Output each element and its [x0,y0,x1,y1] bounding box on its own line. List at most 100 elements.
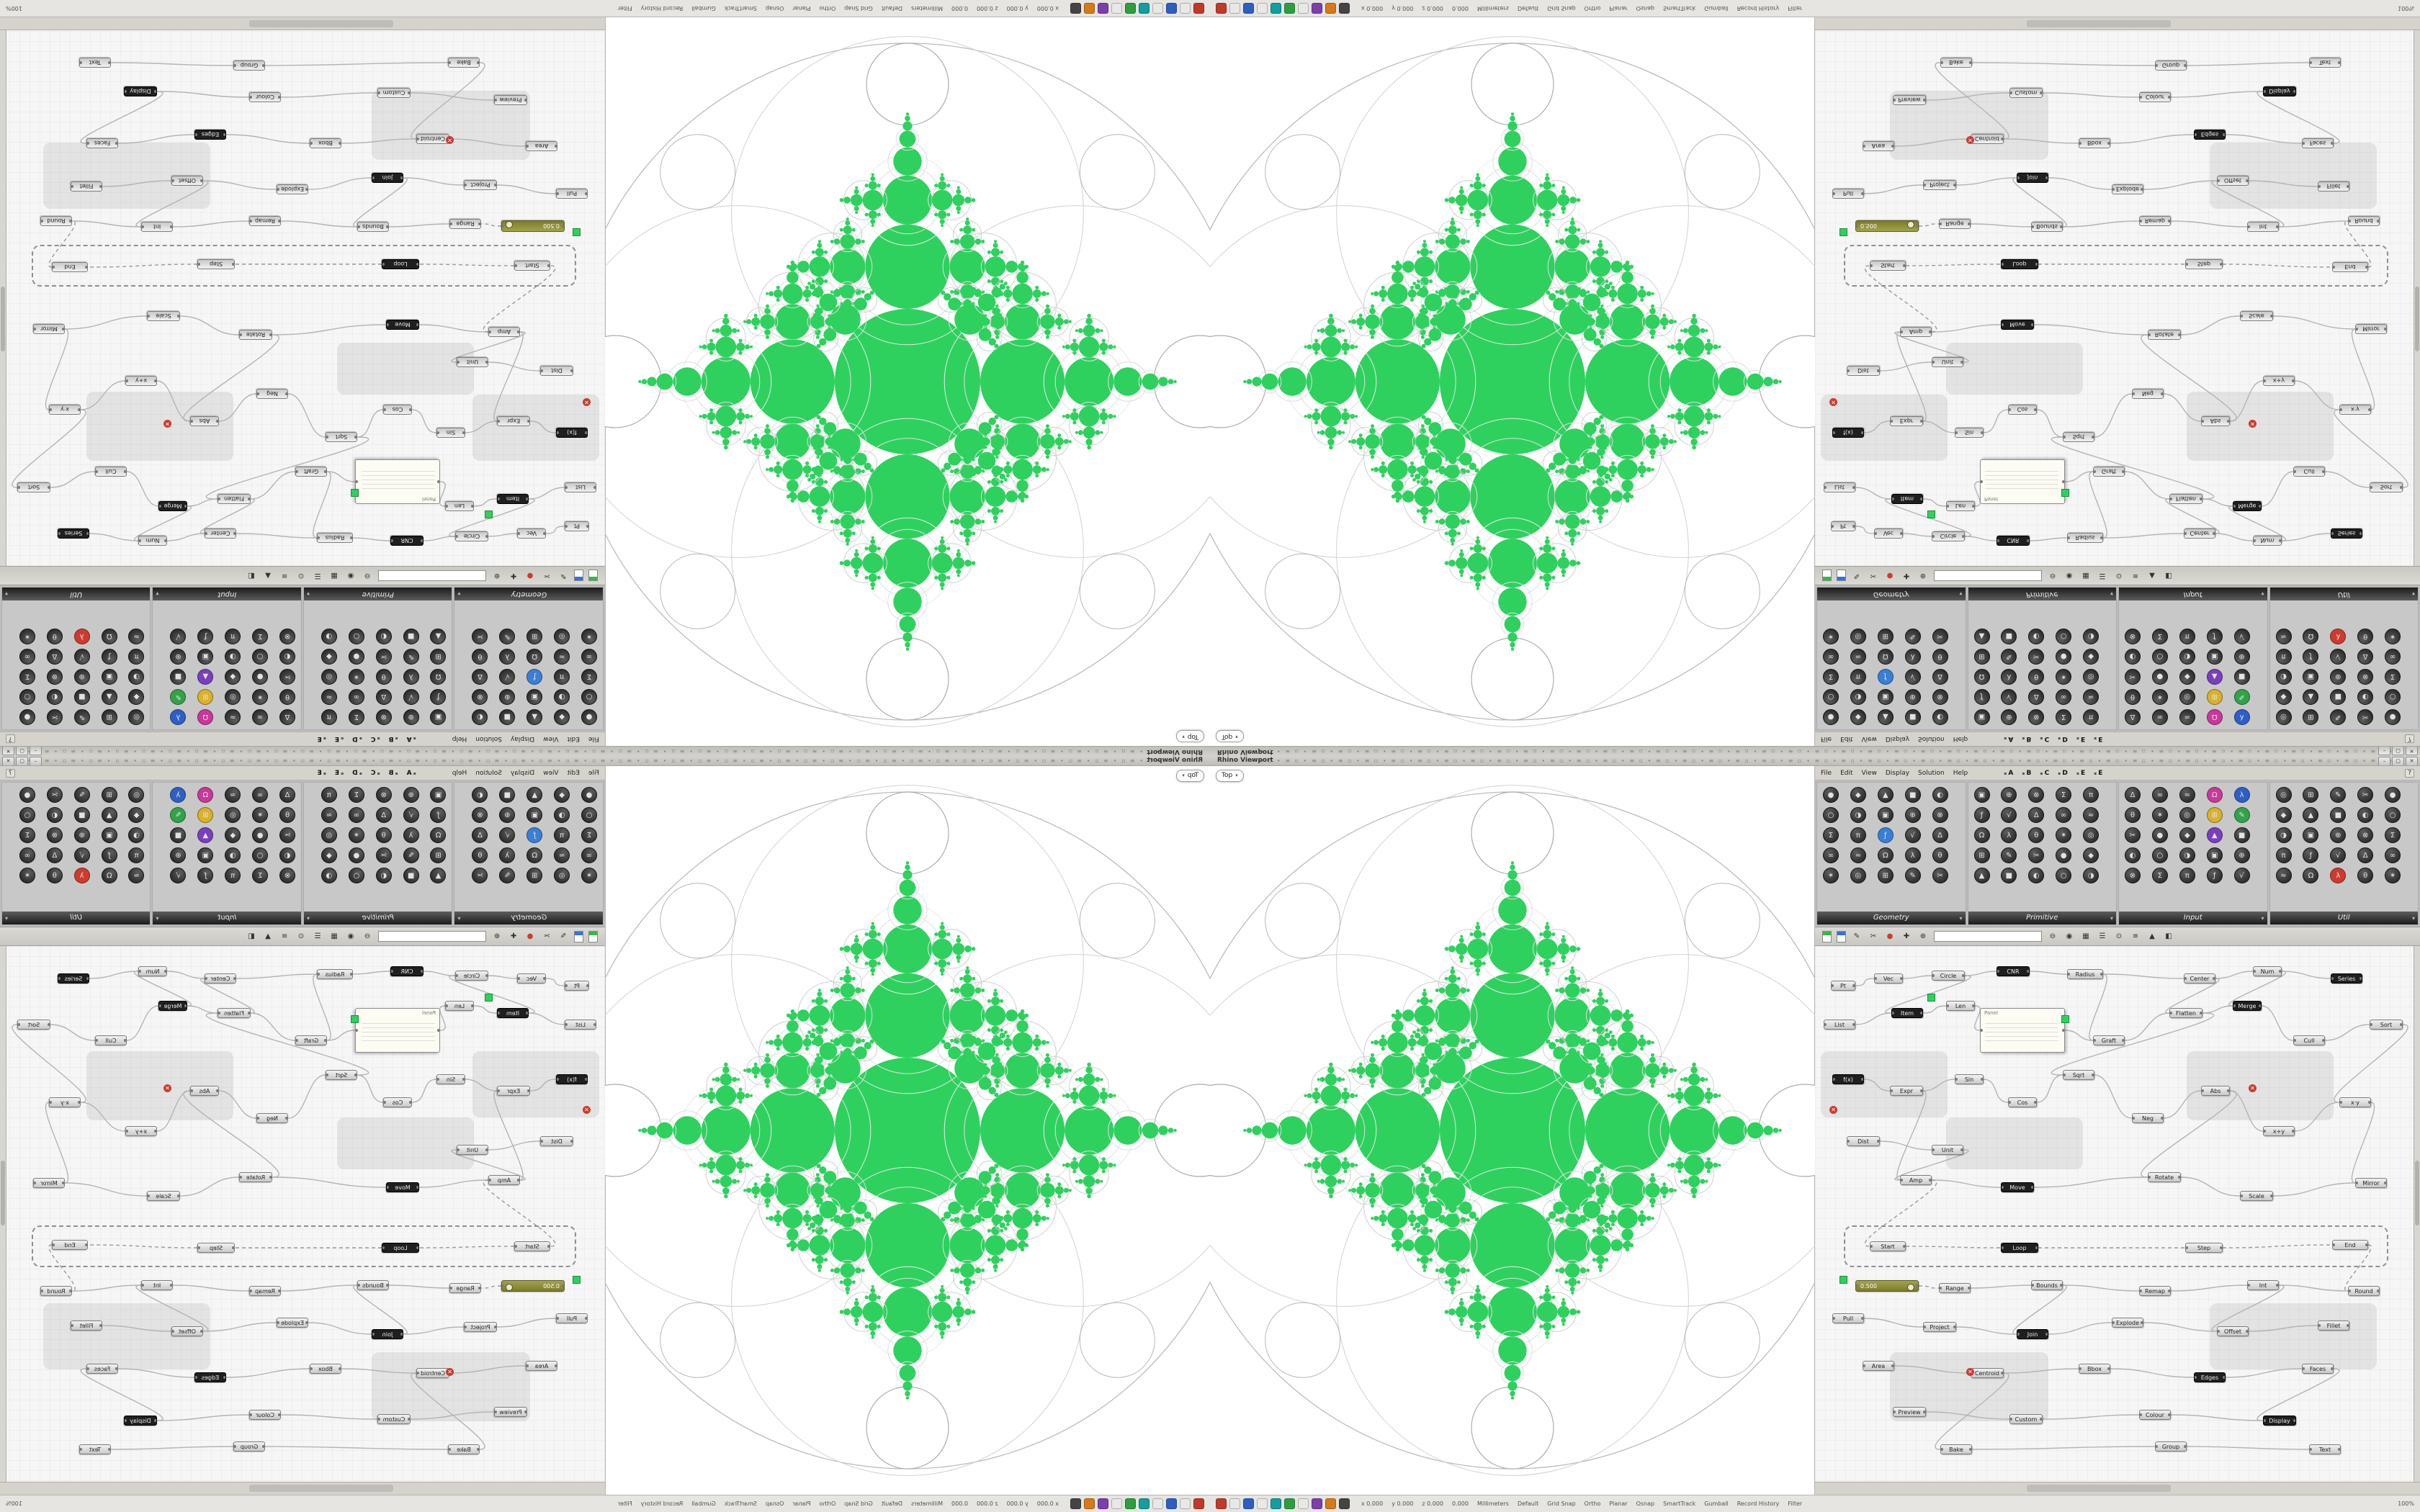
component-icon[interactable]: ⊕ [2330,827,2347,843]
component-icon[interactable]: ● [1823,709,1839,725]
component-icon[interactable]: Δ [472,669,488,685]
component-icon[interactable]: Σ [2056,787,2072,803]
tray-icon-teal[interactable] [1139,3,1150,14]
component-icon[interactable]: ⊗ [375,787,392,803]
maximize-button[interactable]: ▢ [2392,746,2404,755]
component-icon[interactable]: ⊕ [403,709,419,725]
node-sin[interactable]: Sin [1955,428,1984,438]
node-centroid[interactable]: Centroid [1971,134,2004,144]
minimize-button[interactable]: – [30,757,42,766]
component-icon[interactable]: ● [1823,787,1839,803]
component-icon[interactable]: ≈ [2179,709,2195,725]
palette-group-label[interactable]: Primitive ▾ [1968,588,2116,600]
category-tab-4[interactable]: D [352,736,362,743]
component-icon[interactable]: Ω [101,868,117,883]
minimize-button[interactable]: – [2378,746,2390,755]
tray-icon-blue[interactable] [1166,1498,1177,1509]
component-icon[interactable]: Ω [101,629,117,644]
component-icon[interactable]: ■ [2233,827,2250,843]
component-icon[interactable]: ⊗ [1932,689,1948,705]
node-rotate[interactable]: Rotate [239,330,272,340]
node-join[interactable]: Join [2017,173,2048,183]
node-merge[interactable]: Merge [2233,501,2262,511]
component-icon[interactable]: ⊞ [1973,649,1990,665]
palette-group-label[interactable]: Input ▾ [153,588,301,600]
component-icon[interactable]: Δ [279,709,295,725]
category-tab-5[interactable]: E [2076,736,2085,743]
node-group[interactable] [1946,1117,2083,1169]
tray-icon-light-2[interactable] [1257,3,1268,14]
component-icon[interactable]: √ [73,649,90,665]
component-icon[interactable]: ■ [499,787,516,803]
palette-group-label[interactable]: Geometry ▾ [454,912,603,924]
node-start[interactable]: Start [514,1241,550,1251]
tray-icon-orange[interactable] [1325,1498,1336,1509]
node-sqrt[interactable]: Sqrt [2063,1070,2094,1080]
component-icon[interactable]: ✂ [46,709,63,725]
tray-icon-green[interactable] [1284,3,1295,14]
node-radius[interactable]: Radius [2067,969,2103,979]
node-cos[interactable]: Cos [383,405,412,415]
node-amp[interactable]: Amp [1900,327,1932,337]
palette-group-label[interactable]: Primitive ▾ [1968,912,2116,924]
node-range[interactable]: Range [449,1283,481,1293]
component-icon[interactable]: ■ [2330,689,2347,705]
component-icon[interactable]: ⊞ [1877,629,1894,644]
node-start[interactable]: Start [514,261,550,271]
node-loop[interactable]: Loop [2001,259,2038,269]
component-icon[interactable]: ◑ [2179,649,2195,665]
component-icon[interactable]: ✶ [2056,827,2072,843]
component-icon[interactable]: Ω [1877,847,1894,863]
component-icon[interactable]: Δ [46,847,63,863]
category-tab-3[interactable]: C [2040,736,2050,743]
component-icon[interactable]: ■ [403,629,419,644]
node-display[interactable]: Display [2263,1416,2296,1426]
menu-edit[interactable]: Edit [567,769,580,777]
rhino-viewport[interactable]: Top ▾ [1210,766,1815,1495]
component-icon[interactable]: ◑ [554,807,570,823]
node-area[interactable]: Area [1863,1361,1894,1371]
component-icon[interactable]: ● [2385,787,2401,803]
close-button[interactable]: ✕ [2406,746,2418,755]
component-icon[interactable]: ▲ [197,827,214,843]
node-step[interactable]: Step [2185,259,2223,269]
node-num[interactable]: Num [2253,966,2282,976]
component-icon[interactable]: ■ [1904,787,1921,803]
component-icon[interactable]: π [2083,709,2099,725]
node-move[interactable]: Move [2001,1182,2034,1192]
component-icon[interactable]: ▣ [1877,689,1894,705]
node-bbox[interactable]: Bbox [310,138,341,148]
component-icon[interactable]: ◆ [554,787,570,803]
component-icon[interactable]: ✂ [2357,787,2374,803]
node-area[interactable]: Area [526,1361,557,1371]
component-icon[interactable]: ▲ [430,868,447,883]
component-icon[interactable]: ▣ [197,847,214,863]
scissors-icon[interactable]: ✂ [1870,932,1877,940]
component-icon[interactable]: π [2275,649,2292,665]
component-icon[interactable]: ✶ [252,689,269,705]
close-button[interactable]: ✕ [2,746,14,755]
wireframe-icon[interactable]: ≡ [281,572,288,580]
component-icon[interactable]: π [225,629,241,644]
component-icon[interactable]: ● [19,787,35,803]
component-icon[interactable]: ▣ [2206,649,2223,665]
component-icon[interactable]: ◆ [554,709,570,725]
node-graft[interactable]: Graft [295,1035,327,1045]
component-icon[interactable]: ⊗ [2357,827,2374,843]
node-pull[interactable]: Pull [1832,189,1864,199]
node-vec[interactable]: Vec [517,528,546,539]
component-icon[interactable]: ≈ [321,689,337,705]
component-icon[interactable]: ✂ [279,827,295,843]
component-icon[interactable]: ✎ [499,629,516,644]
component-icon[interactable]: Δ [472,827,488,843]
node-num[interactable]: Num [2253,536,2282,546]
node-f-x-[interactable]: f(x) [1832,1074,1864,1084]
node-bake[interactable]: Bake [448,58,480,68]
node-f-x-[interactable]: f(x) [1832,428,1864,438]
component-icon[interactable]: ✶ [348,669,364,685]
category-tab-3[interactable]: C [2040,770,2050,777]
component-icon[interactable]: ◆ [1850,709,1866,725]
node-start[interactable]: Start [1870,1241,1906,1251]
component-icon[interactable]: ▣ [1877,807,1894,823]
node-expr[interactable]: Expr [1890,1086,1923,1096]
